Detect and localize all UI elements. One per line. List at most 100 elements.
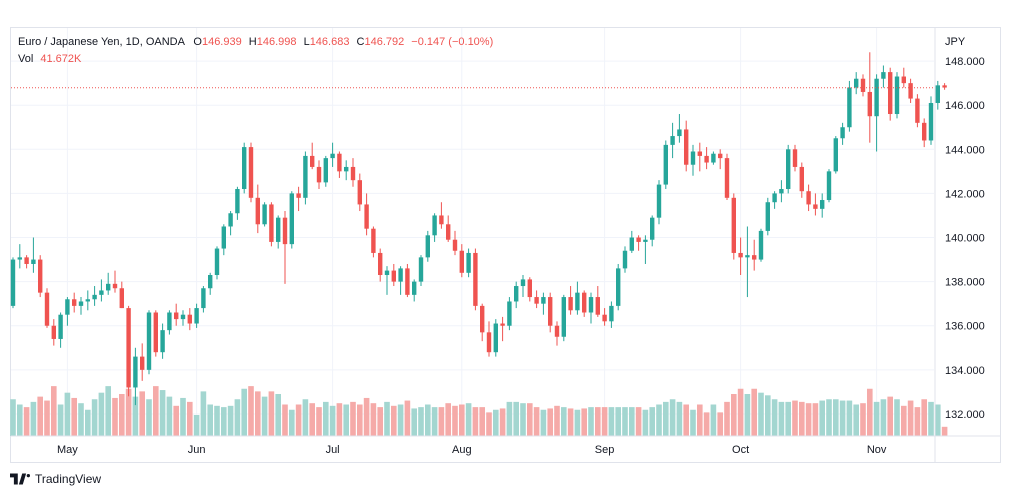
candle-body (174, 312, 179, 320)
symbol-title[interactable]: Euro / Japanese Yen, 1D, OANDA (18, 36, 185, 48)
volume-bar (438, 407, 445, 436)
y-tick-label: 142.000 (945, 188, 985, 200)
candle-body (575, 292, 580, 311)
candle-body (214, 248, 220, 276)
candle-body (167, 312, 172, 331)
volume-bar (275, 394, 281, 436)
time-axis[interactable]: May Jun Jul Aug Sep Oct Nov (57, 444, 887, 456)
high-label: H (248, 36, 257, 48)
candle-body (384, 270, 390, 276)
x-tick-label: Sep (595, 444, 615, 456)
candle-body (486, 332, 492, 353)
volume-label[interactable]: Vol (18, 53, 34, 65)
candle-body (908, 83, 913, 99)
x-tick-label: Oct (732, 444, 749, 456)
volume-bar (112, 397, 118, 436)
volume-bar (78, 403, 84, 436)
candle-body (561, 297, 566, 337)
candle-body (480, 305, 485, 333)
candle-body (738, 252, 743, 258)
candle-body (602, 314, 607, 322)
candle-body (867, 91, 872, 117)
volume-bar (193, 415, 200, 436)
volume-bar (663, 401, 669, 436)
candle-body (140, 356, 145, 370)
open-label: O (193, 36, 202, 48)
volume-bar (51, 386, 57, 436)
volume-bar (363, 397, 370, 436)
candle-body (643, 239, 648, 242)
y-tick-label: 136.000 (945, 321, 985, 333)
volume-bar (105, 386, 111, 436)
candle-body (44, 292, 50, 326)
volume-bar (173, 405, 179, 436)
candle-body (106, 283, 111, 291)
candle-body (296, 193, 301, 198)
volume-bar (744, 394, 751, 436)
volume-bar (248, 386, 254, 436)
candle-body (99, 290, 104, 295)
volume-bar (765, 395, 771, 436)
candle-body (133, 356, 138, 388)
volume-bar (595, 407, 601, 436)
volume-bar (669, 399, 676, 436)
candle-body (242, 147, 247, 189)
candle-body (541, 297, 546, 304)
volume-bar (486, 412, 492, 436)
volume-bar (717, 412, 723, 436)
volume-bar (683, 404, 689, 436)
candle-body (520, 279, 526, 287)
candle-body (847, 87, 852, 128)
candle-body (527, 279, 532, 298)
volume-bar (703, 412, 710, 436)
volume-bar (710, 404, 717, 436)
candle-body (901, 76, 906, 84)
y-tick-label: 138.000 (945, 277, 985, 289)
y-tick-label: 146.000 (945, 100, 985, 112)
volume-bar (588, 407, 594, 436)
candle-body (10, 259, 16, 306)
candle-body (228, 213, 233, 227)
candle-body (323, 158, 328, 183)
tradingview-brand[interactable]: TradingView (10, 472, 101, 486)
volume-bar (880, 399, 887, 436)
volume-legend: Vol 41.672K (18, 53, 81, 65)
candle-body (731, 197, 736, 253)
volume-bar (241, 388, 247, 436)
volume-bar (907, 400, 914, 436)
close-label: C (356, 36, 365, 48)
candle-body (493, 323, 498, 353)
candle-body (888, 72, 893, 115)
candle-body (636, 237, 641, 242)
volume-bar (690, 409, 696, 436)
candle-body (507, 301, 512, 326)
candle-body (187, 314, 192, 324)
price-axis[interactable]: 148.000 146.000 144.000 142.000 140.000 138.0… (945, 56, 985, 421)
candle-body (303, 155, 308, 198)
volume-bar (928, 401, 934, 436)
candle-body (405, 268, 410, 295)
candle-body (432, 215, 437, 236)
volume-bar (295, 404, 302, 436)
candle-body (282, 217, 288, 245)
volume-bar (608, 407, 615, 436)
volume-bar (731, 394, 737, 436)
candle-body (412, 281, 417, 295)
candle-body (534, 297, 539, 304)
volume-bar (166, 396, 173, 436)
volume-bar (336, 403, 343, 436)
ohlc-legend: Euro / Japanese Yen, 1D, OANDA O146.939 … (18, 36, 493, 48)
volume-bar (887, 396, 893, 436)
candle-body (820, 200, 825, 209)
volume-bar (540, 409, 547, 436)
volume-bar (71, 397, 77, 436)
candle-body (330, 153, 335, 159)
volume-bar (343, 404, 349, 436)
y-tick-label: 140.000 (945, 233, 985, 245)
volume-bar (316, 407, 322, 436)
volume-bar (493, 409, 499, 436)
volume-bar (819, 400, 825, 436)
volume-bar (159, 390, 166, 436)
candle-body (554, 325, 560, 337)
